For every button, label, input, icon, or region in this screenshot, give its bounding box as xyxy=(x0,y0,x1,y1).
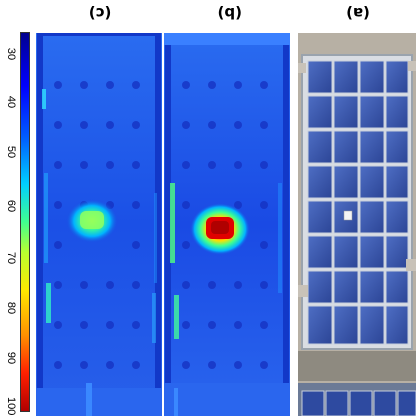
panel-label-c: (c) xyxy=(88,4,112,22)
thermal-image-b-graphic xyxy=(164,33,290,416)
thermal-image-c xyxy=(36,33,162,416)
colorbar-tick: 60 xyxy=(5,199,17,213)
thermal-image-b xyxy=(164,33,290,416)
colorbar-tick: 40 xyxy=(5,95,17,109)
colorbar-tick: 80 xyxy=(5,301,17,315)
thermal-image-c-graphic xyxy=(36,33,162,416)
colorbar-tick: 50 xyxy=(5,145,17,159)
colorbar-gradient xyxy=(20,32,30,412)
colorbar-tick: 70 xyxy=(5,251,17,265)
temperature-colorbar: 30 40 50 60 70 80 90 100 xyxy=(0,30,36,416)
panel-label-b: (b) xyxy=(217,4,242,22)
colorbar-tick: 100 xyxy=(5,397,17,416)
solar-panel-photo xyxy=(298,33,416,416)
solar-panel-photo-graphic xyxy=(298,33,416,416)
colorbar-tick: 90 xyxy=(5,351,17,365)
panel-label-a: (a) xyxy=(346,4,370,22)
colorbar-tick: 30 xyxy=(5,47,17,61)
